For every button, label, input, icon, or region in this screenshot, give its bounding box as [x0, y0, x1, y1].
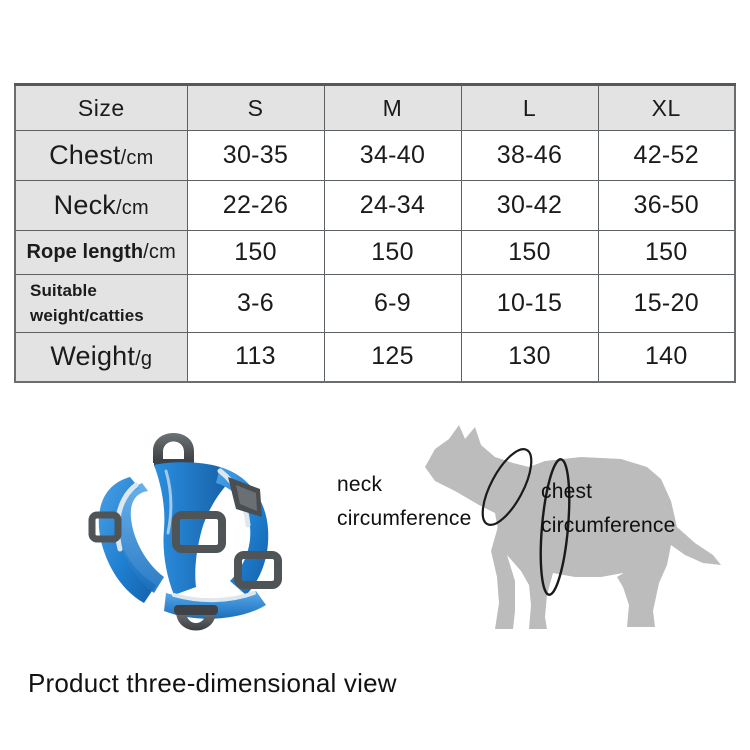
harness-center-panel [154, 462, 232, 595]
header-cell-m: M [323, 84, 462, 131]
row-label-rope-length: Rope length/cm [14, 230, 188, 275]
cell-suitable-weight-xl: 15-20 [597, 274, 736, 333]
row-label-chest-unit: /cm [120, 147, 154, 169]
cell-suitable-weight-s: 3-6 [186, 274, 325, 333]
cell-neck-m: 24-34 [323, 180, 462, 231]
cell-weight-m: 125 [323, 332, 462, 382]
product-view-caption: Product three-dimensional view [28, 668, 397, 698]
table-row: Rope length/cm 150 150 150 150 [14, 230, 736, 275]
row-label-weight-unit: /g [135, 348, 153, 371]
cell-rope-s: 150 [186, 230, 325, 275]
row-label-neck-unit: /cm [116, 197, 149, 219]
cell-weight-l: 130 [460, 332, 599, 382]
cell-chest-xl: 42-52 [597, 130, 736, 181]
harness-right-buckle [234, 551, 282, 589]
cell-chest-l: 38-46 [460, 130, 599, 181]
cell-suitable-weight-l: 10-15 [460, 274, 599, 333]
row-label-weight-main: Weight [50, 341, 136, 372]
cell-neck-s: 22-26 [186, 180, 325, 231]
row-label-suitable-weight-text: Suitable weight/catties [16, 279, 187, 328]
cell-rope-xl: 150 [597, 230, 736, 275]
header-cell-xl: XL [597, 84, 736, 131]
chest-circumference-ellipse [539, 458, 571, 596]
cell-neck-xl: 36-50 [597, 180, 736, 231]
header-cell-s: S [186, 84, 325, 131]
row-label-suitable-weight: Suitable weight/catties [14, 274, 188, 333]
cell-rope-l: 150 [460, 230, 599, 275]
cell-suitable-weight-m: 6-9 [323, 274, 462, 333]
cell-weight-xl: 140 [597, 332, 736, 382]
row-label-weight: Weight/g [14, 332, 188, 382]
harness-bottom-d-ring [174, 605, 218, 631]
table-row: Chest/cm 30-35 34-40 38-46 42-52 [14, 130, 736, 181]
neck-label-line1: neck [337, 473, 383, 496]
harness-left-buckle [88, 511, 122, 543]
reflective-stripe-left [114, 482, 139, 552]
size-table-container: Size S M L XL Chest/cm 30-35 34-40 38-46… [14, 83, 736, 383]
row-label-chest: Chest/cm [14, 130, 188, 181]
dog-harness-product-image [88, 433, 282, 631]
harness-left-pad [117, 483, 164, 593]
harness-quick-release-clip [228, 477, 262, 517]
row-label-neck: Neck/cm [14, 180, 188, 231]
dog-body-shape [425, 425, 721, 629]
row-label-rope-length-unit: /cm [143, 241, 176, 263]
row-label-chest-main: Chest [49, 140, 121, 170]
table-row: Suitable weight/catties 3-6 6-9 10-15 15-… [14, 274, 736, 333]
row-label-neck-main: Neck [53, 190, 116, 220]
cell-chest-s: 30-35 [186, 130, 325, 181]
cell-weight-s: 113 [186, 332, 325, 382]
table-header-row: Size S M L XL [14, 84, 736, 131]
header-cell-size: Size [14, 84, 188, 131]
reflective-stripe-bottom [172, 591, 256, 603]
cell-neck-l: 30-42 [460, 180, 599, 231]
neck-circumference-ellipse [481, 448, 533, 526]
table-row: Weight/g 113 125 130 140 [14, 332, 736, 382]
cell-chest-m: 34-40 [323, 130, 462, 181]
dog-rear-leg [617, 571, 647, 627]
row-label-suitable-weight-line1: Suitable [30, 280, 97, 300]
reflective-stripe-center [164, 469, 173, 535]
harness-left-strap [98, 477, 156, 603]
dog-silhouette-diagram [425, 425, 721, 629]
dog-front-leg [491, 523, 515, 629]
cell-rope-m: 150 [323, 230, 462, 275]
header-cell-l: L [460, 84, 599, 131]
size-specification-table: Size S M L XL Chest/cm 30-35 34-40 38-46… [14, 83, 736, 383]
harness-center-buckle [172, 511, 226, 553]
table-row: Neck/cm 22-26 24-34 30-42 36-50 [14, 180, 736, 231]
illustration-band: neck circumference chest circumference [0, 395, 750, 660]
row-label-rope-length-main: Rope length [26, 241, 144, 263]
row-label-suitable-weight-line2: weight/catties [30, 305, 144, 325]
